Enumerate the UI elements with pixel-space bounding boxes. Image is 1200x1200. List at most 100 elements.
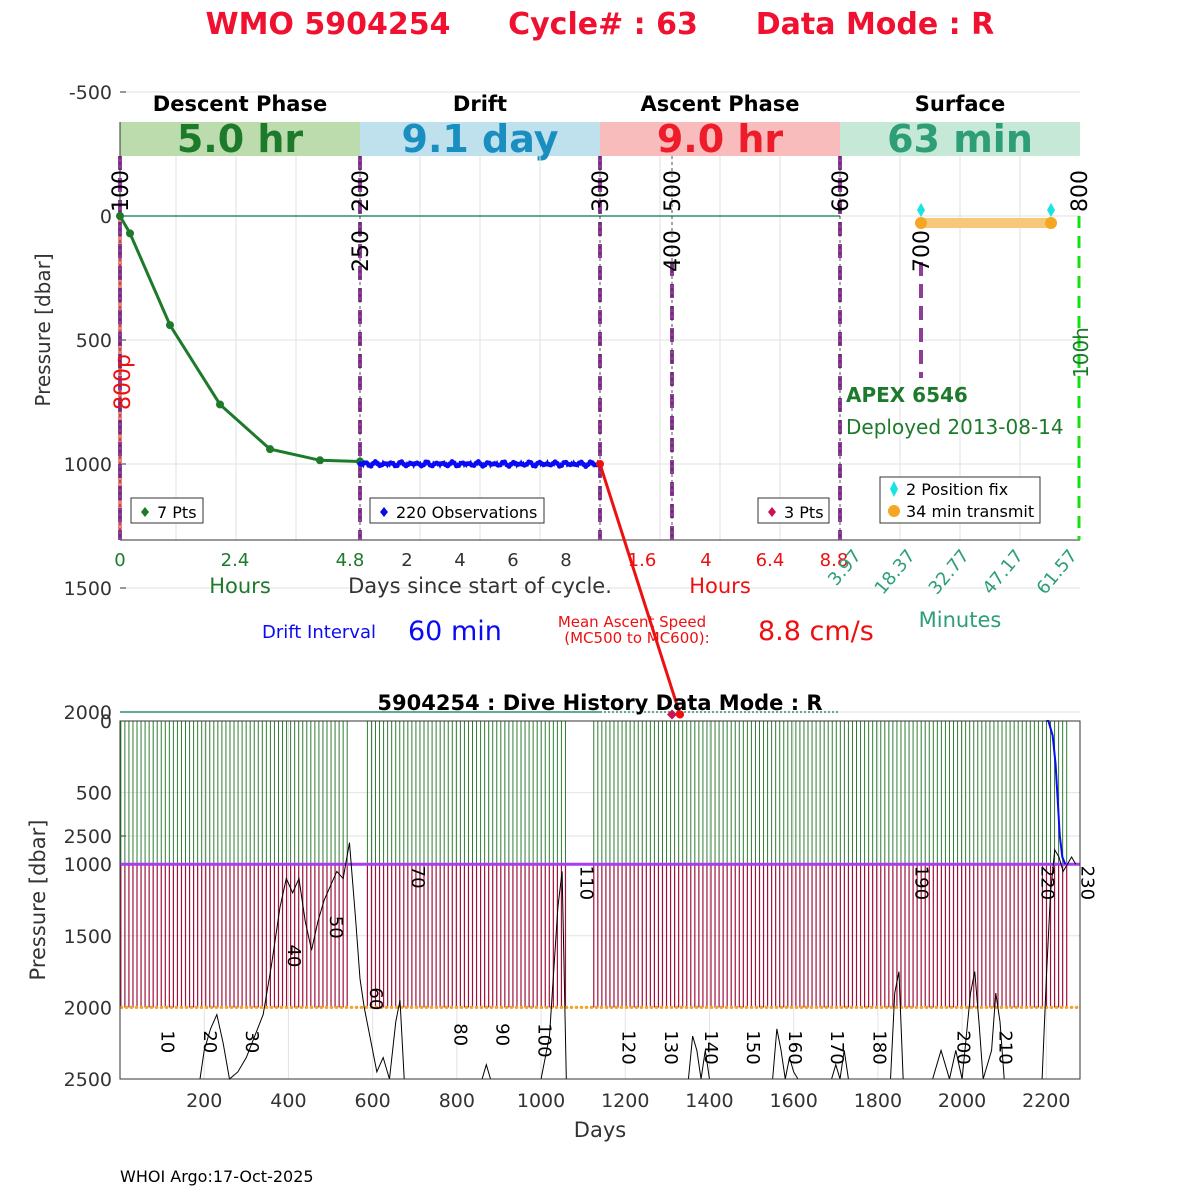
mc-label-800: 800	[1068, 170, 1093, 212]
y-tick-label: 2000	[64, 702, 112, 724]
descent-point	[126, 229, 134, 238]
phase-band-0	[120, 122, 360, 156]
cycle-label-60: 60	[365, 987, 386, 1010]
legend-marker	[380, 507, 388, 517]
cycle-label-120: 120	[618, 1030, 639, 1064]
y-axis-label: Pressure [dbar]	[31, 253, 55, 406]
drift-tick: 8	[560, 550, 571, 571]
ascent-speed-value: 8.8 cm/s	[758, 616, 874, 647]
phase-title-3: Surface	[915, 92, 1005, 116]
legend-text: 3 Pts	[784, 503, 824, 522]
phase-title-1: Drift	[453, 92, 507, 116]
history-y-tick: 2000	[64, 997, 112, 1019]
cycle-label-130: 130	[660, 1030, 681, 1064]
phase-title-2: Ascent Phase	[641, 92, 800, 116]
legend-marker	[141, 507, 149, 517]
bottom-depth-line	[120, 842, 1077, 1080]
legend-box	[369, 497, 545, 524]
history-x-tick: 2000	[938, 1090, 986, 1112]
cycle-label-40: 40	[283, 944, 304, 967]
legend-text: 7 Pts	[157, 503, 197, 522]
ascent-tick: 8.8	[820, 550, 849, 571]
phase-duration-0: 5.0 hr	[177, 117, 304, 161]
drift-axis-label: Days since start of cycle.	[348, 574, 612, 598]
cycle-label-70: 70	[407, 866, 428, 889]
drift-tick: 2	[401, 550, 412, 571]
history-x-tick: 1000	[517, 1090, 565, 1112]
cycle-label-10: 10	[157, 1030, 178, 1053]
ascent-tick: 4	[700, 550, 711, 571]
ascent-speed-label-2: (MC500 to MC600):	[564, 629, 709, 647]
y-tick-label: -500	[69, 82, 112, 104]
cycle-label-220: 220	[1037, 866, 1058, 900]
ascent-point	[596, 460, 604, 468]
deployed-label: Deployed 2013-08-14	[846, 415, 1064, 439]
history-title: 5904254 : Dive History Data Mode : R	[377, 691, 822, 715]
position-fix-point	[1047, 203, 1055, 217]
figure-title-cycle: Cycle# : 63	[508, 7, 698, 42]
drift-interval-value: 60 min	[408, 616, 502, 647]
history-x-tick: 1200	[601, 1090, 649, 1112]
y-tick-label: 0	[100, 206, 112, 228]
mc-label-200: 200	[349, 170, 374, 212]
history-x-tick: 1600	[770, 1090, 818, 1112]
surface-tick: 18.37	[871, 546, 920, 599]
cycle-label-100: 100	[534, 1023, 555, 1057]
history-x-tick: 1800	[854, 1090, 902, 1112]
mc-label-250: 250	[349, 230, 374, 272]
float-model-label: APEX 6546	[846, 383, 968, 407]
mc-label-300: 300	[589, 170, 614, 212]
mc-label-800p: 800p	[111, 354, 136, 410]
cycle-label-190: 190	[910, 866, 931, 900]
legend-marker-fix	[890, 481, 898, 497]
mc-label-500: 500	[661, 170, 686, 212]
legend-marker	[768, 507, 776, 517]
descent-tick: 4.8	[336, 550, 365, 571]
ascent-tick: 6.4	[756, 550, 785, 571]
descent-axis-label: Hours	[209, 574, 271, 598]
legend-box-surface	[879, 476, 1041, 524]
cycle-label-50: 50	[325, 916, 346, 939]
descent-point	[116, 212, 124, 220]
dive-history-chart: 5904254 : Dive History Data Mode : R 10 20…	[26, 691, 1098, 1142]
cycle-label-140: 140	[700, 1030, 721, 1064]
descent-tick: 2.4	[221, 550, 250, 571]
mc-label-100: 100	[109, 170, 134, 212]
surface-tick: 32.77	[925, 546, 974, 599]
recent-profile-line	[1046, 720, 1067, 865]
y-tick-label: 1000	[64, 454, 112, 476]
history-axes-box	[119, 720, 1081, 1080]
drift-tick: 4	[454, 550, 465, 571]
mc-label-600: 600	[829, 170, 854, 212]
ascent-point	[676, 710, 684, 719]
phase-duration-2: 9.0 hr	[657, 117, 784, 161]
drift-tick: 6	[507, 550, 518, 571]
y-tick-label: 2500	[64, 826, 112, 848]
transmit-point	[1045, 217, 1057, 229]
cycle-label-150: 150	[742, 1030, 763, 1064]
phase-title-0: Descent Phase	[153, 92, 327, 116]
cycle-label-80: 80	[449, 1023, 470, 1046]
mc-label-400: 400	[661, 230, 686, 272]
cycle-label-230: 230	[1077, 866, 1098, 900]
drift-interval-label: Drift Interval	[262, 622, 376, 643]
history-x-tick: 200	[186, 1090, 222, 1112]
phase-band-2	[600, 122, 840, 156]
surface-axis-label: Minutes	[919, 608, 1002, 632]
descent-tick: 0	[114, 550, 125, 571]
history-y-tick: 500	[76, 783, 112, 805]
phase-duration-3: 63 min	[887, 117, 1033, 161]
history-y-tick: 1500	[64, 926, 112, 948]
cycle-label-210: 210	[995, 1030, 1016, 1064]
surface-tick: 61.57	[1033, 546, 1082, 599]
history-y-tick: 1000	[64, 854, 112, 876]
history-y-label: Pressure [dbar]	[26, 820, 50, 981]
cycle-label-180: 180	[868, 1030, 889, 1064]
cycle-label-90: 90	[491, 1023, 512, 1046]
phase-duration-1: 9.1 day	[402, 117, 559, 161]
y-tick-label: 500	[76, 330, 112, 352]
legend-text: 220 Observations	[396, 503, 537, 522]
legend-text-transmit: 34 min transmit	[906, 502, 1034, 521]
phase-band-3	[840, 122, 1080, 156]
y-tick-label: 1500	[64, 578, 112, 600]
